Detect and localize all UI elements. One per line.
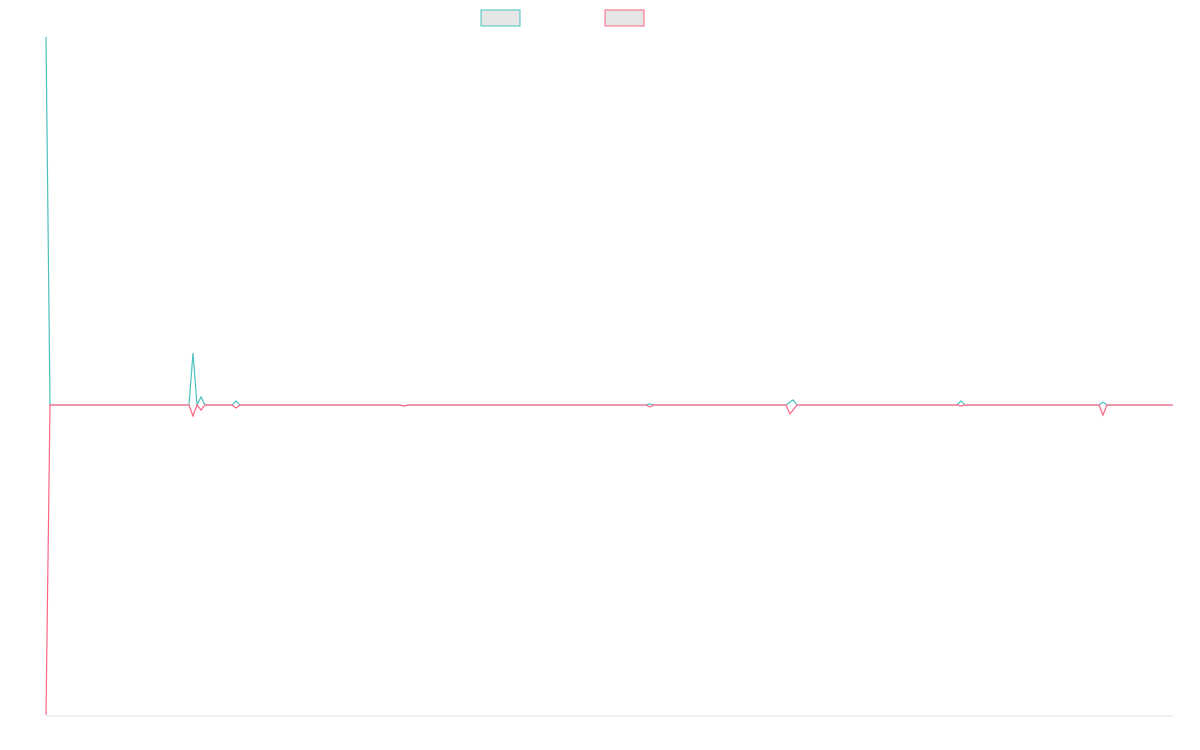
legend-swatch [480,9,521,27]
series-line [45,403,1173,716]
legend-swatch [604,9,645,27]
series-line [45,36,1173,408]
